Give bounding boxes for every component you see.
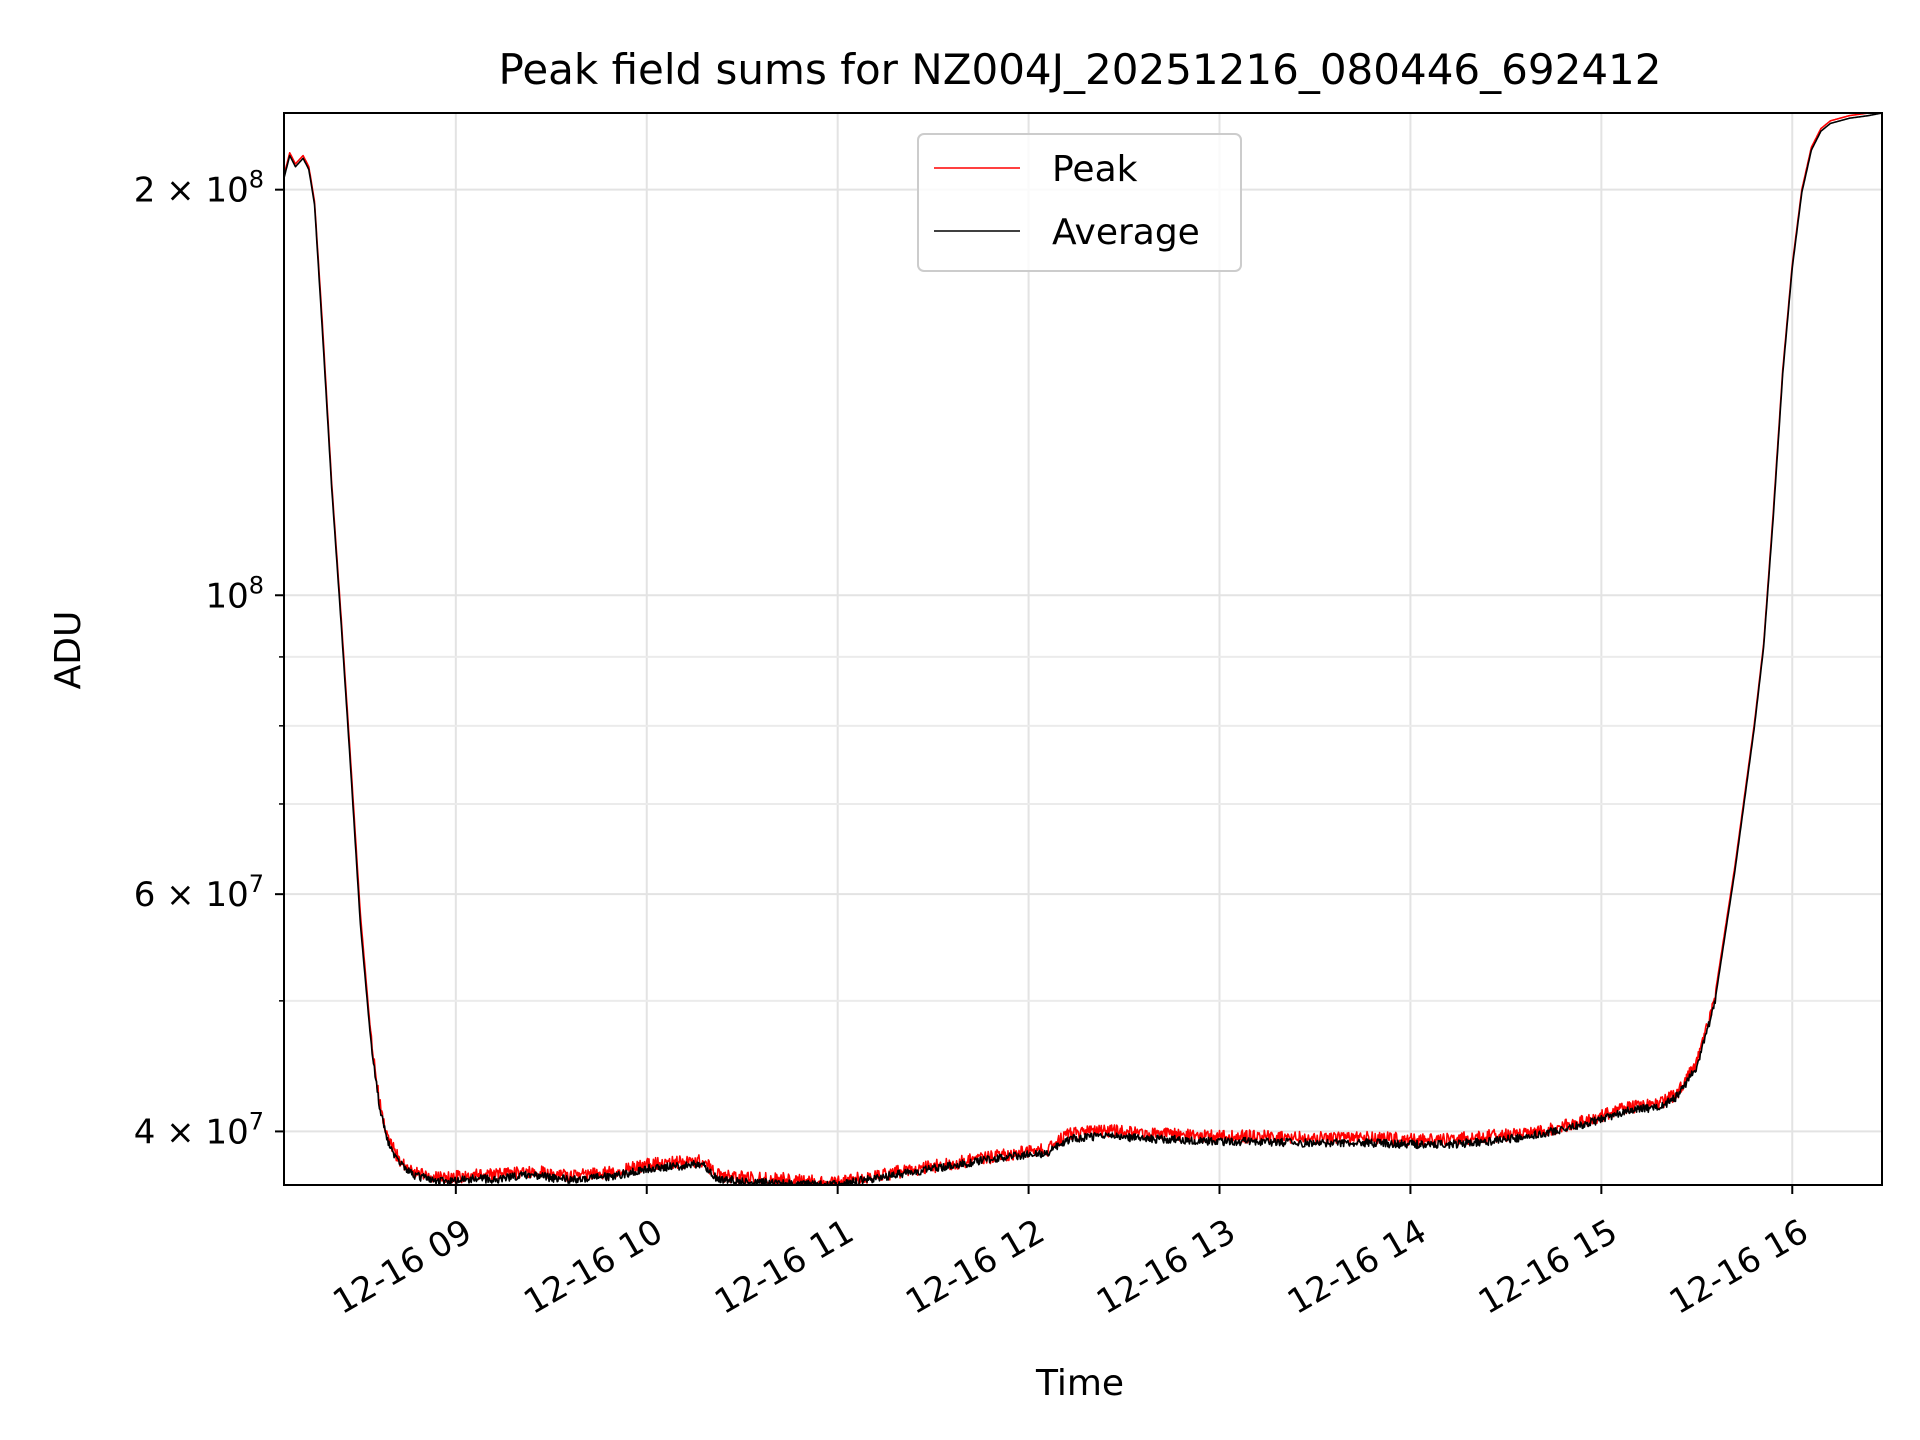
grid [284,113,1882,1185]
plot-frame [283,112,1883,1186]
series-line-average [284,113,1882,1185]
legend-average-label: Average [1052,212,1200,253]
legend: Peak Average [917,133,1242,272]
y-tick-label: 2 × 108 [134,166,264,211]
series-line-peak [284,113,1882,1185]
series-layer [284,113,1882,1185]
legend-peak-label: Peak [1052,149,1138,190]
y-tick-label: 6 × 107 [134,870,264,915]
chart-title: Peak field sums for NZ004J_20251216_0804… [499,45,1662,94]
y-tick-label: 4 × 107 [134,1107,264,1152]
y-tick-label: 108 [205,571,264,616]
x-axis-label: Time [1035,1363,1124,1404]
y-axis-label: ADU [48,611,89,690]
